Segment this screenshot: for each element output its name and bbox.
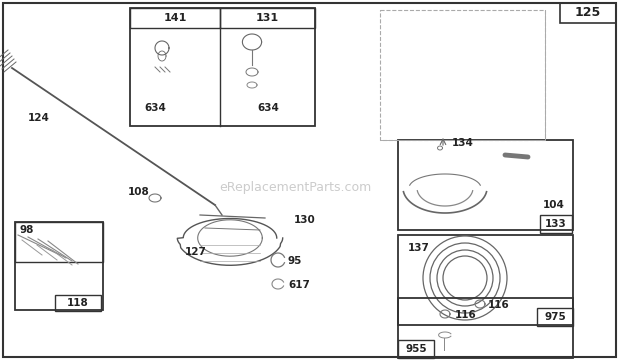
Bar [398, 298, 573, 358]
Text: 131: 131 [256, 13, 279, 23]
Text: 108: 108 [128, 187, 150, 197]
Bar [398, 235, 573, 325]
Text: 617: 617 [288, 280, 310, 290]
Text: 134: 134 [452, 138, 474, 148]
Text: 130: 130 [294, 215, 316, 225]
Text: 634: 634 [144, 103, 166, 113]
Text: 95: 95 [288, 256, 303, 266]
Bar [560, 3, 616, 23]
Text: 98: 98 [20, 225, 34, 235]
Bar [220, 8, 315, 28]
Text: 133: 133 [545, 219, 567, 229]
Text: 116: 116 [488, 300, 510, 310]
Text: 116: 116 [455, 310, 477, 320]
Bar [15, 222, 103, 310]
Bar [398, 140, 573, 230]
Text: 127: 127 [185, 247, 207, 257]
Bar [540, 215, 572, 233]
Text: eReplacementParts.com: eReplacementParts.com [219, 182, 371, 195]
Bar [55, 295, 101, 311]
Text: 955: 955 [405, 344, 427, 354]
Bar [380, 10, 545, 140]
Text: 137: 137 [408, 243, 430, 253]
Text: 118: 118 [67, 298, 89, 308]
Bar [537, 308, 573, 326]
Text: 634: 634 [257, 103, 279, 113]
Text: 125: 125 [575, 6, 601, 19]
Text: 975: 975 [544, 312, 566, 322]
Bar [15, 222, 103, 262]
Bar [130, 8, 315, 126]
Bar [130, 8, 220, 28]
Bar [398, 340, 434, 358]
Text: 124: 124 [28, 113, 50, 123]
Text: 141: 141 [163, 13, 187, 23]
Text: 104: 104 [543, 200, 565, 210]
